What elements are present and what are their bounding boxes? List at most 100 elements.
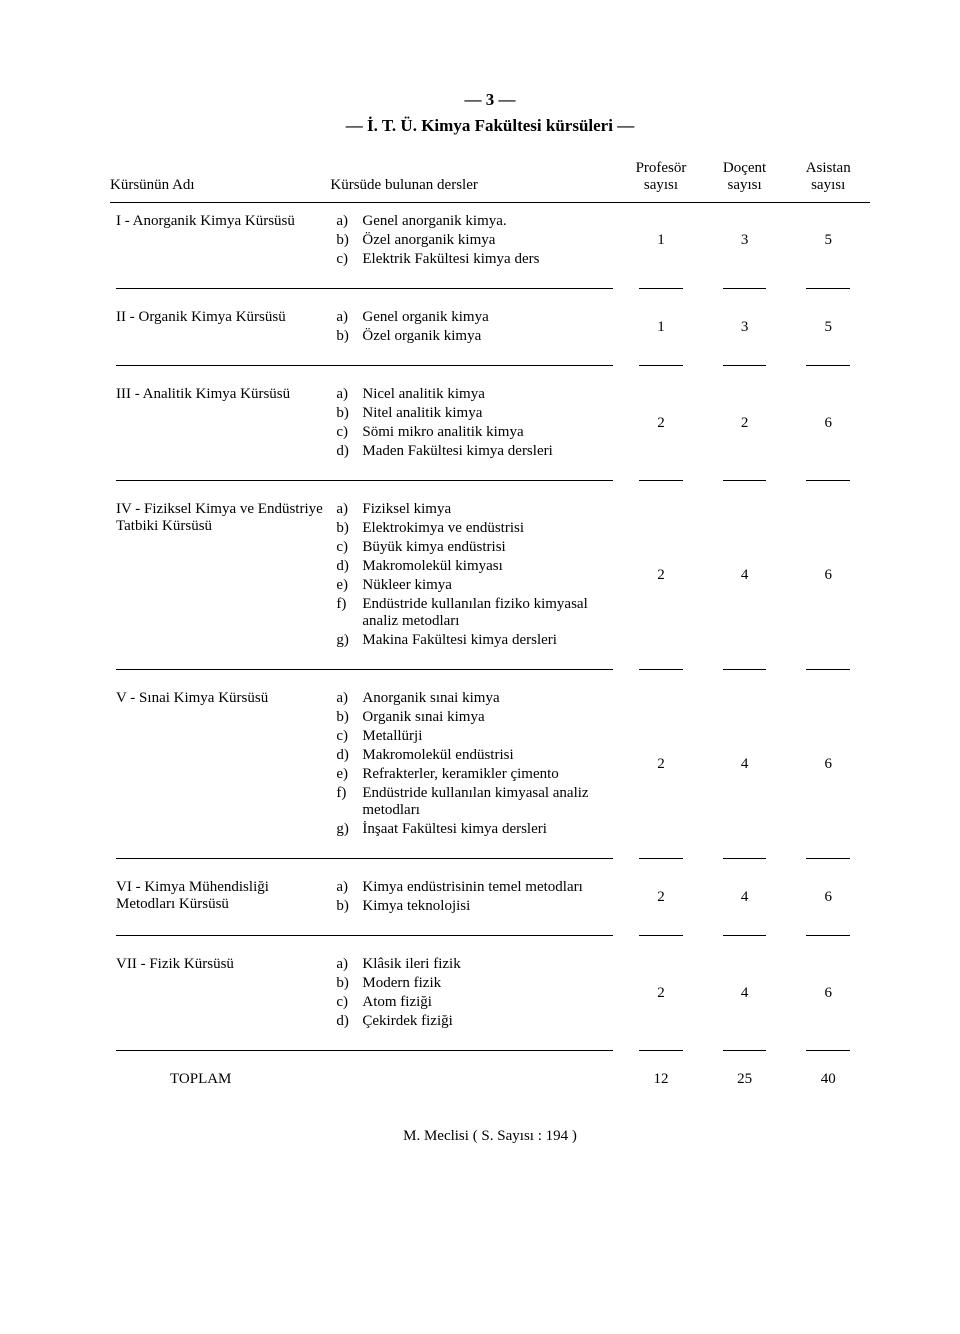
course-label: f) bbox=[336, 785, 358, 819]
count-docent: 2 bbox=[703, 376, 787, 470]
course-text: Makromolekül kimyası bbox=[362, 558, 613, 575]
count-prof: 2 bbox=[619, 491, 703, 659]
course-label: a) bbox=[336, 386, 358, 403]
kursu-courses: a)Kimya endüstrisinin temel metodlarıb)K… bbox=[330, 869, 619, 925]
course-label: g) bbox=[336, 821, 358, 838]
totals-prof: 12 bbox=[619, 1061, 703, 1098]
kursu-courses: a)Genel anorganik kimya.b)Özel anorganik… bbox=[330, 203, 619, 279]
course-label: a) bbox=[336, 501, 358, 518]
count-asistan: 6 bbox=[786, 376, 870, 470]
row-separator bbox=[110, 278, 870, 299]
count-docent: 3 bbox=[703, 203, 787, 279]
count-asistan: 6 bbox=[786, 491, 870, 659]
count-asistan: 6 bbox=[786, 869, 870, 925]
course-label: b) bbox=[336, 328, 358, 345]
totals-row: TOPLAM122540 bbox=[110, 1061, 870, 1098]
course-text: Metallürji bbox=[362, 728, 613, 745]
kursuler-table: Kürsünün Adı Kürsüde bulunan dersler Pro… bbox=[110, 156, 870, 1098]
table-row: III - Analitik Kimya Kürsüsüa)Nicel anal… bbox=[110, 376, 870, 470]
course-label: b) bbox=[336, 405, 358, 422]
course-text: Endüstride kullanılan fiziko kimyasal an… bbox=[362, 596, 613, 630]
course-text: Elektrik Fakültesi kimya ders bbox=[362, 251, 613, 268]
kursu-courses: a)Fiziksel kimyab)Elektrokimya ve endüst… bbox=[330, 491, 619, 659]
count-prof: 2 bbox=[619, 946, 703, 1040]
table-row: I - Anorganik Kimya Kürsüsüa)Genel anorg… bbox=[110, 203, 870, 279]
kursu-name: III - Analitik Kimya Kürsüsü bbox=[110, 376, 330, 470]
course-label: d) bbox=[336, 747, 358, 764]
course-text: Atom fiziği bbox=[362, 994, 613, 1011]
course-text: Nicel analitik kimya bbox=[362, 386, 613, 403]
kursu-name: I - Anorganik Kimya Kürsüsü bbox=[110, 203, 330, 279]
count-docent: 4 bbox=[703, 680, 787, 848]
kursu-courses: a)Nicel analitik kimyab)Nitel analitik k… bbox=[330, 376, 619, 470]
course-text: Nitel analitik kimya bbox=[362, 405, 613, 422]
course-text: Anorganik sınai kimya bbox=[362, 690, 613, 707]
course-text: Sömi mikro analitik kimya bbox=[362, 424, 613, 441]
course-text: Kimya teknolojisi bbox=[362, 898, 613, 915]
course-text: Büyük kimya endüstrisi bbox=[362, 539, 613, 556]
table-row: IV - Fiziksel Kimya ve Endüstriye Tatbik… bbox=[110, 491, 870, 659]
col-header-prof: Profesörsayısı bbox=[619, 156, 703, 203]
totals-label: TOPLAM bbox=[110, 1061, 330, 1098]
course-text: Makromolekül endüstrisi bbox=[362, 747, 613, 764]
col-header-courses: Kürsüde bulunan dersler bbox=[330, 156, 619, 203]
kursu-courses: a)Anorganik sınai kimyab)Organik sınai k… bbox=[330, 680, 619, 848]
course-label: a) bbox=[336, 879, 358, 896]
row-separator bbox=[110, 1040, 870, 1061]
course-label: c) bbox=[336, 994, 358, 1011]
kursu-name: VI - Kimya Mühendisliği Metodları Kürsüs… bbox=[110, 869, 330, 925]
page-number: — 3 — bbox=[110, 90, 870, 110]
count-prof: 1 bbox=[619, 299, 703, 355]
course-text: Genel organik kimya bbox=[362, 309, 613, 326]
table-row: V - Sınai Kimya Kürsüsüa)Anorganik sınai… bbox=[110, 680, 870, 848]
course-label: d) bbox=[336, 1013, 358, 1030]
kursu-name: IV - Fiziksel Kimya ve Endüstriye Tatbik… bbox=[110, 491, 330, 659]
count-prof: 2 bbox=[619, 869, 703, 925]
count-asistan: 5 bbox=[786, 203, 870, 279]
course-text: Özel organik kimya bbox=[362, 328, 613, 345]
course-text: Nükleer kimya bbox=[362, 577, 613, 594]
count-docent: 4 bbox=[703, 869, 787, 925]
kursu-courses: a)Klâsik ileri fizikb)Modern fizikc)Atom… bbox=[330, 946, 619, 1040]
col-header-docent: Doçentsayısı bbox=[703, 156, 787, 203]
page-footer: M. Meclisi ( S. Sayısı : 194 ) bbox=[110, 1128, 870, 1145]
course-text: Refrakterler, keramikler çimento bbox=[362, 766, 613, 783]
col-header-asistan: Asistansayısı bbox=[786, 156, 870, 203]
course-label: d) bbox=[336, 443, 358, 460]
page-title: — İ. T. Ü. Kimya Fakültesi kürsüleri — bbox=[110, 116, 870, 136]
course-text: Elektrokimya ve endüstrisi bbox=[362, 520, 613, 537]
course-label: b) bbox=[336, 709, 358, 726]
course-label: b) bbox=[336, 898, 358, 915]
count-prof: 1 bbox=[619, 203, 703, 279]
count-asistan: 6 bbox=[786, 680, 870, 848]
totals-asistan: 40 bbox=[786, 1061, 870, 1098]
course-text: Modern fizik bbox=[362, 975, 613, 992]
course-text: Özel anorganik kimya bbox=[362, 232, 613, 249]
table-row: II - Organik Kimya Kürsüsü a)Genel organi… bbox=[110, 299, 870, 355]
course-text: Klâsik ileri fizik bbox=[362, 956, 613, 973]
course-text: Genel anorganik kimya. bbox=[362, 213, 613, 230]
course-label: b) bbox=[336, 975, 358, 992]
course-text: Makina Fakültesi kimya dersleri bbox=[362, 632, 613, 649]
course-text: İnşaat Fakültesi kimya dersleri bbox=[362, 821, 613, 838]
course-label: g) bbox=[336, 632, 358, 649]
kursu-name: VII - Fizik Kürsüsü bbox=[110, 946, 330, 1040]
count-docent: 3 bbox=[703, 299, 787, 355]
table-row: VI - Kimya Mühendisliği Metodları Kürsüs… bbox=[110, 869, 870, 925]
row-separator bbox=[110, 470, 870, 491]
course-label: a) bbox=[336, 309, 358, 326]
kursu-name: II - Organik Kimya Kürsüsü bbox=[110, 299, 330, 355]
course-label: e) bbox=[336, 577, 358, 594]
row-separator bbox=[110, 659, 870, 680]
count-docent: 4 bbox=[703, 491, 787, 659]
course-label: b) bbox=[336, 232, 358, 249]
course-text: Endüstride kullanılan kimyasal analiz me… bbox=[362, 785, 613, 819]
course-text: Çekirdek fiziği bbox=[362, 1013, 613, 1030]
course-label: c) bbox=[336, 539, 358, 556]
course-label: a) bbox=[336, 956, 358, 973]
count-prof: 2 bbox=[619, 680, 703, 848]
course-text: Organik sınai kimya bbox=[362, 709, 613, 726]
course-label: a) bbox=[336, 690, 358, 707]
course-text: Fiziksel kimya bbox=[362, 501, 613, 518]
count-asistan: 6 bbox=[786, 946, 870, 1040]
